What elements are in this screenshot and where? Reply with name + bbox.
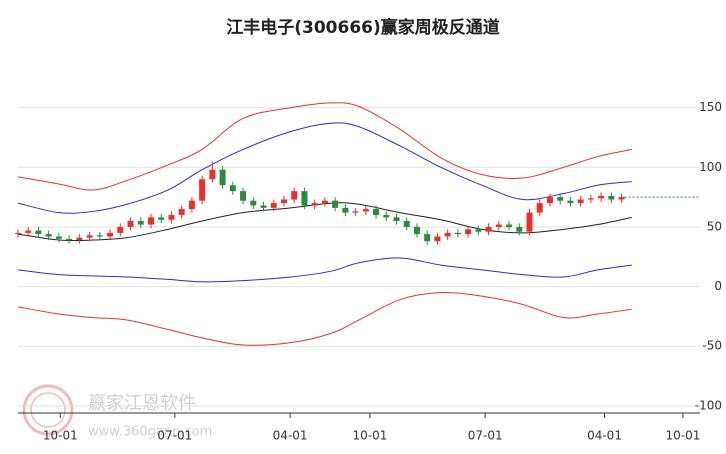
watermark-logo-inner bbox=[30, 392, 66, 428]
candle-body bbox=[618, 197, 625, 200]
candle-body bbox=[434, 236, 441, 242]
candle-body bbox=[137, 220, 144, 225]
candle-body bbox=[383, 215, 390, 218]
candle-body bbox=[178, 209, 185, 216]
candle-body bbox=[209, 169, 216, 180]
candle-body bbox=[127, 220, 134, 227]
candle-body bbox=[413, 226, 420, 235]
candle-body bbox=[352, 211, 359, 213]
candle-body bbox=[219, 169, 226, 186]
channel-line bbox=[17, 291, 632, 346]
candle-body bbox=[321, 200, 328, 204]
candle-body bbox=[608, 195, 615, 200]
candle-body bbox=[188, 200, 195, 210]
candle-body bbox=[25, 230, 32, 233]
x-tick-label: 07-01 bbox=[468, 429, 503, 443]
x-tick-label: 04-01 bbox=[587, 429, 622, 443]
candle-body bbox=[35, 230, 42, 235]
candle-body bbox=[577, 199, 584, 204]
candle-body bbox=[342, 207, 349, 213]
x-tick-label: 04-01 bbox=[273, 429, 308, 443]
candle-body bbox=[250, 200, 257, 206]
candle-body bbox=[270, 203, 277, 208]
candle-body bbox=[506, 224, 513, 227]
candle-body bbox=[526, 212, 533, 232]
candle-body bbox=[485, 226, 492, 232]
candle-body bbox=[332, 200, 339, 208]
candle-body bbox=[291, 191, 298, 200]
channel-line bbox=[17, 122, 632, 214]
candle-body bbox=[168, 215, 175, 220]
candle-body bbox=[444, 232, 451, 237]
candle-body bbox=[107, 232, 114, 237]
x-tick-label: 10-01 bbox=[43, 429, 78, 443]
watermark-url: www.360gann.com bbox=[88, 425, 212, 440]
x-tick-label: 10-01 bbox=[352, 429, 387, 443]
candle-body bbox=[587, 198, 594, 200]
candle-body bbox=[117, 226, 124, 233]
y-tick-label: 100 bbox=[699, 160, 722, 174]
candle-body bbox=[373, 209, 380, 216]
candle-body bbox=[260, 205, 267, 208]
chart-title: 江丰电子(300666)赢家周极反通道 bbox=[226, 17, 500, 38]
candle-body bbox=[475, 229, 482, 232]
candle-body bbox=[76, 237, 83, 241]
candle-body bbox=[495, 224, 502, 227]
channel-line bbox=[17, 257, 632, 283]
candle-body bbox=[301, 191, 308, 206]
candle-body bbox=[311, 203, 318, 206]
watermark: 赢家江恩软件 www.360gann.com bbox=[22, 384, 212, 440]
candle-body bbox=[45, 234, 52, 237]
y-tick-label: -50 bbox=[702, 339, 722, 353]
y-tick-label: 150 bbox=[699, 100, 722, 114]
candle-body bbox=[546, 197, 553, 204]
candle-body bbox=[393, 217, 400, 221]
candle-body bbox=[454, 232, 461, 235]
candle-body bbox=[424, 234, 431, 242]
candle-body bbox=[465, 229, 472, 235]
channel-line bbox=[17, 102, 632, 191]
candle-body bbox=[536, 203, 543, 213]
candle-body bbox=[516, 226, 523, 232]
candle-body bbox=[362, 209, 369, 212]
x-tick-label: 10-01 bbox=[666, 429, 701, 443]
candle-body bbox=[557, 197, 564, 201]
candle-body bbox=[567, 200, 574, 204]
channel-line bbox=[17, 202, 632, 242]
candle-body bbox=[158, 217, 165, 220]
candle-body bbox=[15, 232, 21, 235]
candle-body bbox=[147, 217, 154, 225]
y-tick-label: -100 bbox=[695, 398, 722, 412]
candle-body bbox=[403, 220, 410, 227]
candle-body bbox=[598, 195, 605, 199]
candle-body bbox=[199, 179, 206, 201]
candle-body bbox=[66, 238, 73, 241]
x-tick-label: 07-01 bbox=[157, 429, 192, 443]
candle-body bbox=[86, 235, 93, 238]
watermark-name: 赢家江恩软件 bbox=[88, 392, 196, 414]
candle-body bbox=[280, 199, 287, 204]
y-tick-label: 0 bbox=[714, 279, 722, 293]
candle-body bbox=[240, 191, 247, 201]
candle-body bbox=[229, 185, 236, 192]
y-tick-label: 50 bbox=[707, 219, 722, 233]
watermark-logo bbox=[22, 384, 74, 436]
candle-body bbox=[55, 236, 62, 239]
candle-body bbox=[96, 235, 103, 237]
